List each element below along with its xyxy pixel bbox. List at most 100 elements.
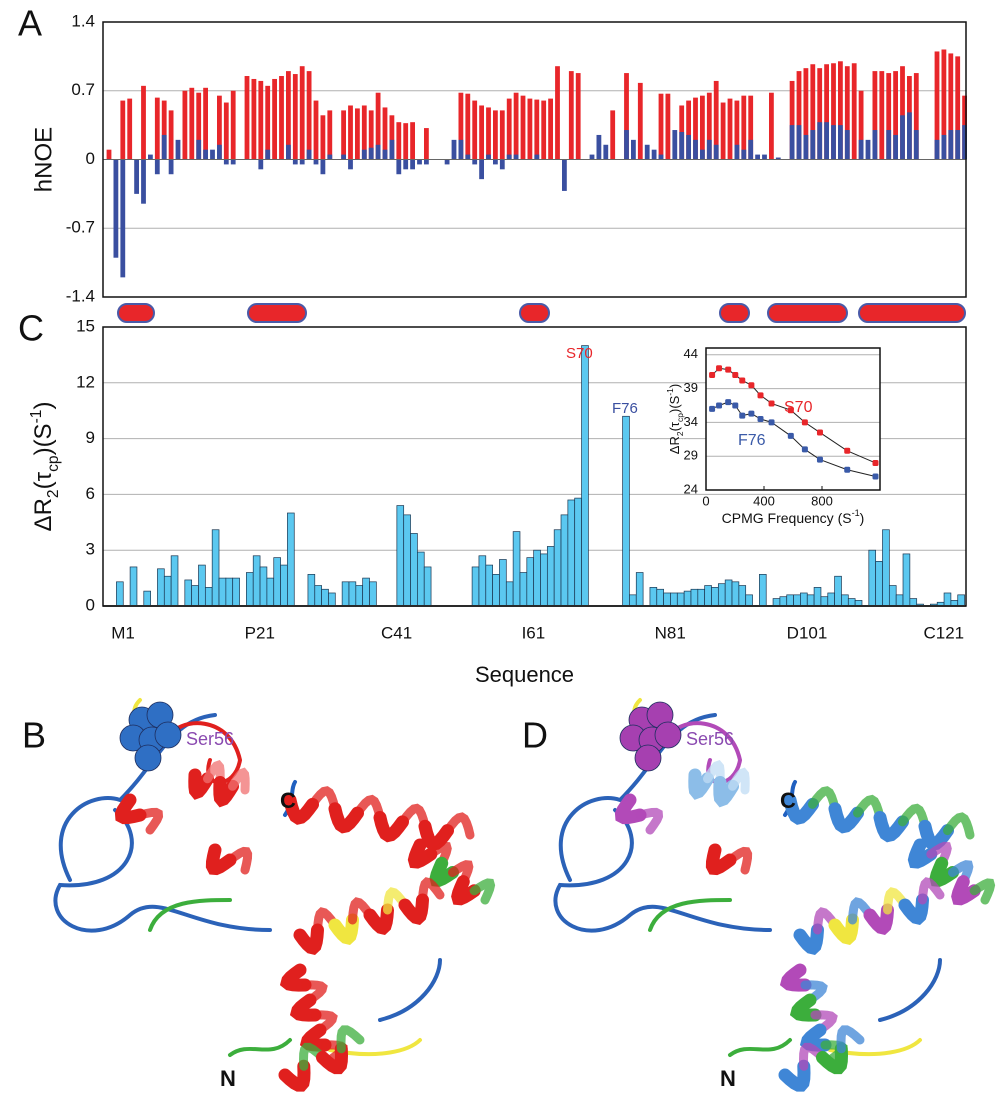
helix-segment bbox=[429, 856, 459, 887]
loop bbox=[553, 808, 772, 933]
bar bbox=[697, 588, 706, 607]
bar bbox=[287, 512, 295, 607]
bar bbox=[568, 71, 574, 160]
helix-segment bbox=[713, 776, 739, 808]
bar bbox=[727, 98, 733, 160]
bar bbox=[948, 130, 954, 160]
sphere bbox=[134, 744, 162, 772]
y-tick-label: 44 bbox=[684, 346, 698, 361]
loop bbox=[378, 958, 442, 1022]
bar bbox=[941, 49, 947, 160]
helix-segment bbox=[943, 812, 975, 840]
bar bbox=[232, 577, 240, 607]
bar bbox=[665, 93, 671, 160]
bar bbox=[403, 159, 409, 170]
bar bbox=[417, 159, 422, 165]
helix-segment bbox=[469, 878, 496, 905]
helix-segment bbox=[114, 793, 147, 825]
y-tick-label: 24 bbox=[684, 481, 698, 496]
helix-segment bbox=[813, 907, 840, 935]
bar bbox=[713, 80, 719, 160]
bar bbox=[258, 80, 264, 160]
bar bbox=[907, 112, 912, 160]
bar bbox=[706, 139, 712, 160]
x-tick-label: 800 bbox=[811, 493, 833, 508]
loop bbox=[53, 808, 272, 933]
bar bbox=[348, 581, 357, 607]
bar bbox=[555, 66, 560, 160]
bar bbox=[424, 128, 429, 160]
bar bbox=[265, 85, 271, 160]
helix-cylinder bbox=[858, 303, 966, 323]
bar bbox=[827, 592, 835, 607]
bar bbox=[717, 583, 726, 607]
bar bbox=[700, 149, 705, 160]
bar bbox=[382, 107, 388, 160]
bar bbox=[893, 71, 898, 160]
bar bbox=[203, 87, 208, 160]
bar bbox=[948, 53, 954, 160]
helix-cylinder bbox=[247, 303, 307, 323]
bar bbox=[513, 92, 519, 160]
helix-segment bbox=[398, 893, 429, 926]
terminus-label: C bbox=[280, 788, 296, 813]
series-label: S70 bbox=[784, 399, 813, 416]
helix-segment bbox=[948, 860, 974, 887]
bar bbox=[934, 51, 940, 160]
data-point bbox=[801, 446, 808, 453]
data-point bbox=[844, 466, 851, 473]
helix-segment bbox=[299, 1023, 332, 1052]
helix-segment bbox=[778, 1059, 811, 1092]
helix-segment bbox=[836, 1025, 865, 1054]
bar bbox=[575, 73, 581, 160]
sphere bbox=[634, 744, 662, 772]
helix-segment bbox=[188, 768, 214, 800]
helix-cylinder bbox=[719, 303, 750, 323]
bar bbox=[168, 159, 174, 175]
bar bbox=[886, 130, 892, 160]
label-part: 2 bbox=[675, 431, 685, 436]
data-point bbox=[716, 365, 723, 372]
y-tick-label: 9 bbox=[86, 428, 95, 447]
bar bbox=[943, 592, 952, 607]
bar bbox=[879, 71, 885, 160]
panel-label: B bbox=[22, 715, 46, 756]
bar bbox=[184, 579, 193, 607]
data-point bbox=[732, 402, 739, 409]
bar bbox=[589, 154, 595, 160]
helix-segment bbox=[918, 819, 954, 851]
bar bbox=[286, 71, 291, 160]
data-point bbox=[757, 392, 764, 399]
bar bbox=[824, 122, 829, 160]
bar bbox=[817, 68, 823, 160]
bar bbox=[748, 139, 754, 160]
y-tick-label: -1.4 bbox=[66, 286, 95, 305]
bar bbox=[603, 144, 609, 160]
bar bbox=[252, 555, 261, 607]
bar bbox=[886, 73, 892, 160]
bar bbox=[693, 139, 698, 160]
bar bbox=[154, 97, 160, 160]
bar bbox=[841, 594, 849, 607]
bar bbox=[314, 585, 322, 607]
helix-segment bbox=[225, 846, 253, 875]
bar bbox=[649, 587, 658, 607]
helix-segment bbox=[205, 843, 237, 876]
bar bbox=[423, 566, 432, 607]
bar bbox=[635, 572, 644, 607]
bar bbox=[683, 590, 692, 607]
secondary-structure bbox=[117, 303, 966, 323]
label-part: CPMG Frequency (S bbox=[722, 510, 852, 526]
helix-segment bbox=[898, 803, 930, 831]
helix-segment bbox=[283, 793, 319, 825]
bar bbox=[499, 159, 505, 170]
bar bbox=[548, 98, 553, 160]
bar bbox=[755, 154, 760, 160]
bar bbox=[148, 154, 153, 160]
bar bbox=[299, 66, 305, 160]
helix-segment bbox=[800, 980, 828, 1005]
data-point bbox=[787, 432, 794, 439]
helix-segment bbox=[898, 893, 929, 926]
bar bbox=[900, 115, 905, 160]
bar bbox=[244, 76, 250, 160]
